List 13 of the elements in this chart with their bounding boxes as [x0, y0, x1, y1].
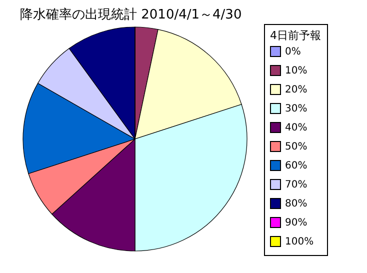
- legend-label: 30%: [285, 104, 308, 114]
- legend-label: 40%: [285, 122, 308, 134]
- legend-title: 4日前予報: [270, 29, 321, 42]
- legend-label: 70%: [285, 180, 308, 190]
- legend-label: 80%: [285, 198, 308, 210]
- legend-label: 0%: [285, 46, 301, 58]
- legend-label: 20%: [285, 84, 308, 96]
- chart-title: 降水確率の出現統計 2010/4/1～4/30: [20, 6, 242, 22]
- legend-label: 90%: [285, 218, 308, 228]
- legend-label: 60%: [285, 160, 308, 172]
- legend-label: 100%: [285, 236, 314, 248]
- legend-label: 50%: [285, 142, 308, 152]
- legend-label: 10%: [285, 66, 308, 76]
